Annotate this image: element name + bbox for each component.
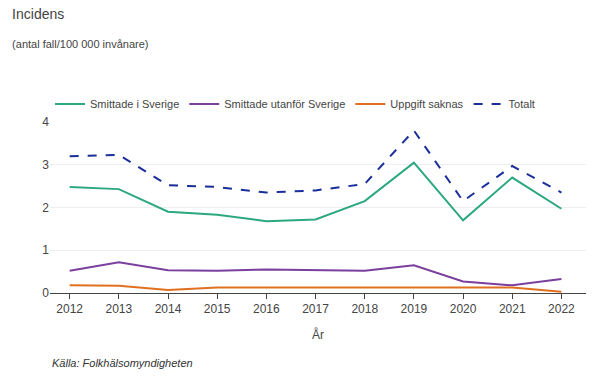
svg-text:2014: 2014 xyxy=(155,302,182,316)
svg-text:2015: 2015 xyxy=(204,302,231,316)
svg-text:4: 4 xyxy=(42,115,49,129)
svg-text:2020: 2020 xyxy=(450,302,477,316)
svg-text:Totalt: Totalt xyxy=(509,98,535,110)
svg-text:Uppgift saknas: Uppgift saknas xyxy=(390,98,463,110)
svg-text:2021: 2021 xyxy=(499,302,526,316)
svg-text:Smittade utanför Sverige: Smittade utanför Sverige xyxy=(224,98,345,110)
svg-text:(antal fall/100 000 invånare): (antal fall/100 000 invånare) xyxy=(12,38,148,50)
svg-text:2017: 2017 xyxy=(302,302,329,316)
svg-text:1: 1 xyxy=(42,243,49,257)
svg-text:Incidens: Incidens xyxy=(12,6,64,22)
svg-text:Källa: Folkhälsomyndigheten: Källa: Folkhälsomyndigheten xyxy=(52,357,193,369)
svg-text:0: 0 xyxy=(42,286,49,300)
svg-text:2012: 2012 xyxy=(56,302,83,316)
svg-text:2019: 2019 xyxy=(401,302,428,316)
svg-text:2022: 2022 xyxy=(548,302,575,316)
svg-text:Smittade i Sverige: Smittade i Sverige xyxy=(90,98,179,110)
svg-text:2013: 2013 xyxy=(105,302,132,316)
svg-text:2018: 2018 xyxy=(351,302,378,316)
svg-text:År: År xyxy=(312,327,324,342)
svg-text:2: 2 xyxy=(42,201,49,215)
svg-text:2016: 2016 xyxy=(253,302,280,316)
svg-text:3: 3 xyxy=(42,158,49,172)
